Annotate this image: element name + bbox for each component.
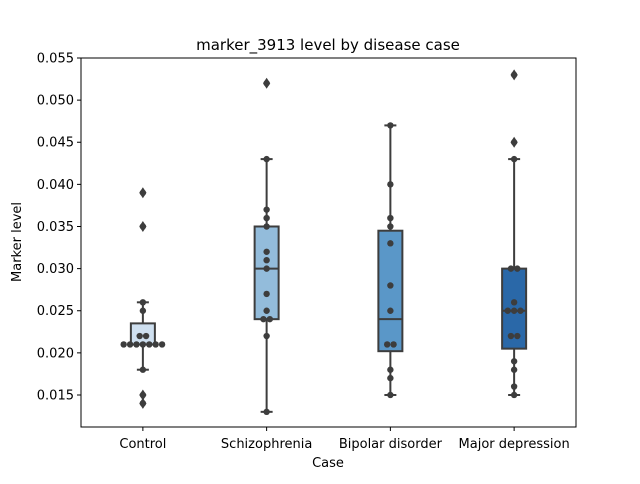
y-tick-label: 0.055 bbox=[37, 52, 74, 67]
data-point bbox=[383, 341, 391, 348]
chart-title: marker_3913 level by disease case bbox=[196, 36, 460, 55]
data-point bbox=[387, 122, 394, 129]
x-tick-label: Control bbox=[119, 437, 166, 452]
data-point bbox=[158, 341, 166, 348]
box bbox=[377, 229, 404, 353]
data-point bbox=[387, 374, 394, 382]
y-tick-label: 0.050 bbox=[37, 94, 74, 109]
data-point bbox=[263, 256, 270, 264]
data-point bbox=[120, 341, 127, 348]
data-point bbox=[387, 307, 394, 314]
x-axis-ticks: Control Schizophrenia Bipolar disorder Majo… bbox=[119, 427, 570, 452]
data-point bbox=[126, 341, 134, 348]
data-point bbox=[517, 307, 524, 314]
data-point bbox=[263, 214, 270, 222]
data-point bbox=[510, 299, 518, 306]
data-point bbox=[263, 248, 270, 255]
data-point bbox=[263, 265, 270, 272]
data-point bbox=[263, 155, 270, 163]
data-point bbox=[139, 307, 147, 314]
x-tick-label: Schizophrenia bbox=[221, 437, 312, 452]
y-tick-label: 0.020 bbox=[37, 346, 74, 361]
x-tick-label: Major depression bbox=[459, 437, 570, 452]
data-point bbox=[514, 265, 521, 272]
data-point bbox=[152, 341, 159, 348]
box-group-control bbox=[120, 187, 166, 409]
box-group-schizophrenia bbox=[253, 77, 280, 416]
data-point bbox=[263, 332, 270, 340]
data-point bbox=[507, 265, 515, 272]
data-point bbox=[510, 383, 518, 390]
y-axis-ticks: 0.015 0.020 0.025 0.030 0.035 0.040 0.045 0.050… bbox=[37, 52, 81, 403]
y-tick-label: 0.045 bbox=[37, 136, 74, 151]
data-point bbox=[387, 391, 394, 399]
data-point bbox=[142, 332, 150, 340]
data-point bbox=[139, 223, 147, 230]
data-point bbox=[139, 341, 147, 348]
plot-frame bbox=[80, 57, 577, 428]
data-point bbox=[390, 341, 397, 348]
y-tick-label: 0.030 bbox=[37, 262, 74, 277]
y-tick-label: 0.035 bbox=[37, 220, 74, 235]
data-point bbox=[263, 408, 270, 416]
data-point bbox=[387, 240, 394, 247]
y-tick-label: 0.015 bbox=[37, 388, 74, 403]
data-point bbox=[510, 71, 518, 79]
data-point bbox=[514, 332, 521, 340]
data-point bbox=[263, 290, 270, 298]
data-point bbox=[139, 299, 147, 306]
data-point bbox=[510, 139, 518, 146]
data-point bbox=[510, 358, 518, 365]
data-point bbox=[510, 307, 518, 314]
data-point bbox=[387, 366, 394, 373]
data-point bbox=[139, 391, 147, 399]
box bbox=[253, 225, 280, 321]
x-axis-label: Case bbox=[312, 456, 344, 471]
y-tick-label: 0.025 bbox=[37, 304, 74, 319]
data-point bbox=[263, 206, 270, 213]
data-point bbox=[133, 341, 140, 348]
y-tick-label: 0.040 bbox=[37, 178, 74, 193]
box-group-major-depression bbox=[501, 69, 528, 399]
data-point bbox=[387, 282, 394, 289]
data-point bbox=[260, 315, 267, 323]
data-point bbox=[139, 400, 147, 407]
plot-marks bbox=[120, 69, 528, 416]
data-point bbox=[387, 214, 394, 222]
data-point bbox=[510, 366, 518, 373]
data-point bbox=[139, 189, 147, 196]
data-point bbox=[263, 223, 270, 230]
data-point bbox=[507, 332, 515, 340]
data-point bbox=[136, 332, 143, 340]
y-axis-label: Marker level bbox=[10, 202, 25, 282]
data-point bbox=[387, 181, 394, 188]
data-point bbox=[263, 80, 270, 87]
data-point bbox=[266, 315, 274, 323]
data-point bbox=[263, 307, 270, 314]
data-point bbox=[510, 155, 518, 163]
data-point bbox=[139, 366, 147, 373]
x-tick-label: Bipolar disorder bbox=[339, 437, 443, 452]
data-point bbox=[510, 391, 518, 399]
data-point bbox=[387, 223, 394, 230]
data-point bbox=[504, 307, 511, 314]
box-group-bipolar-disorder bbox=[377, 122, 404, 399]
data-point bbox=[146, 341, 153, 348]
